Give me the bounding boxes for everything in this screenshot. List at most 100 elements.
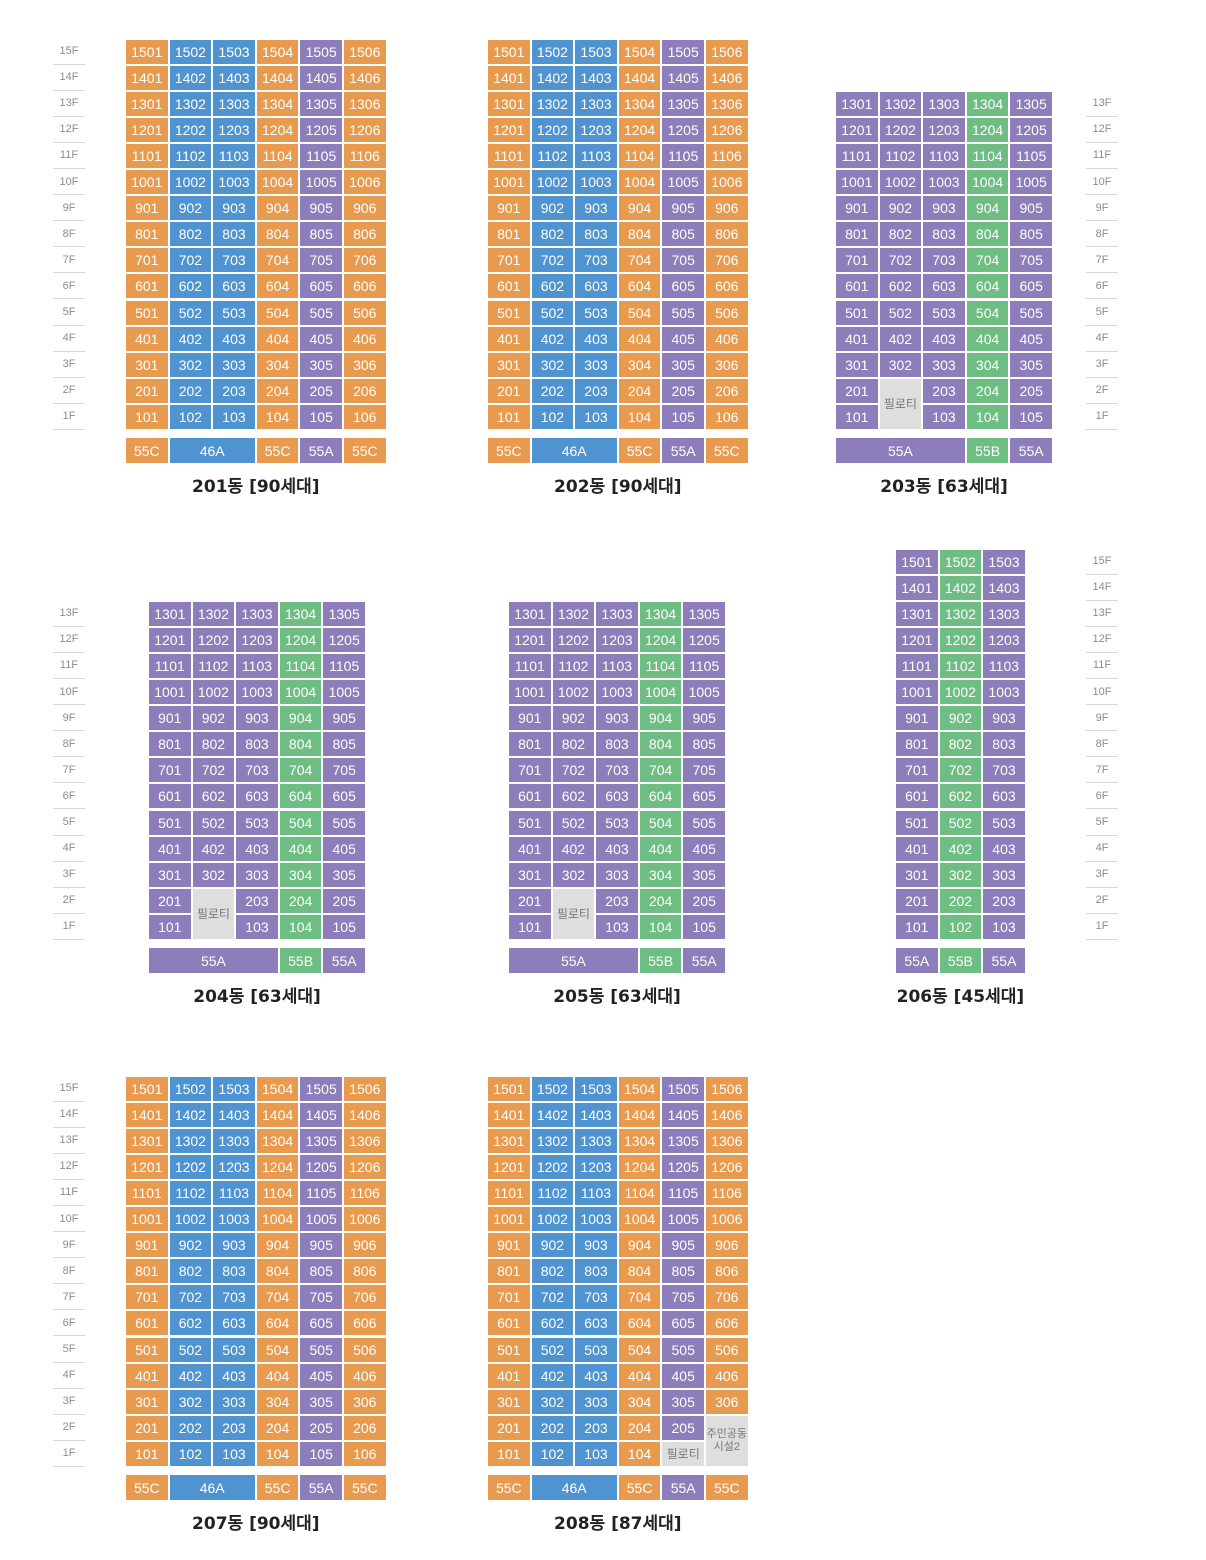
unit-cell: 104 [278, 913, 323, 940]
unit-cell: 1202 [191, 626, 236, 653]
unit-cell: 503 [212, 1336, 256, 1363]
unit-cell: 103 [212, 1440, 256, 1467]
unit-cell: 604 [965, 273, 1010, 300]
floor-label: 12F [1086, 627, 1118, 653]
unit-cell: 1105 [661, 142, 705, 169]
unit-cell: 1105 [299, 142, 343, 169]
unit-cell: 305 [661, 351, 705, 378]
unit-cell: 1105 [1009, 142, 1053, 169]
unit-cell: 1302 [530, 90, 575, 117]
unit-cell: 904 [617, 195, 662, 222]
unit-cell: 1205 [661, 1153, 705, 1180]
floor-label: 13F [53, 1128, 85, 1154]
unit-cell: 1106 [705, 1179, 749, 1206]
unit-cell: 502 [168, 1336, 213, 1363]
unit-cell: 702 [191, 757, 236, 784]
unit-cell: 1204 [255, 116, 300, 143]
floor-label: 2F [1086, 378, 1118, 404]
unit-cell: 1406 [705, 64, 749, 91]
unit-cell: 201 [125, 377, 169, 404]
unit-cell: 1002 [168, 1206, 213, 1233]
unit-type-cell: 55A [322, 947, 366, 974]
unit-cell: 605 [1009, 273, 1053, 300]
unit-cell: 204 [638, 887, 683, 914]
unit-cell: 905 [1009, 195, 1053, 222]
building-title: 201동 [90세대] [192, 477, 320, 497]
unit-cell: 1103 [212, 1179, 256, 1206]
unit-cell: 1406 [343, 64, 387, 91]
unit-cell: 903 [212, 1232, 256, 1259]
unit-cell: 1305 [661, 90, 705, 117]
unit-cell: 1005 [682, 679, 726, 706]
unit-type-cell: 55A [148, 947, 279, 974]
floor-label: 13F [53, 601, 85, 627]
unit-cell: 1305 [299, 1127, 343, 1154]
unit-cell: 1404 [255, 64, 300, 91]
unit-cell: 903 [574, 1232, 618, 1259]
unit-cell: 301 [148, 861, 192, 888]
unit-cell: 1002 [530, 169, 575, 196]
unit-cell: 102 [530, 1440, 575, 1467]
unit-cell: 604 [255, 1310, 300, 1337]
unit-cell: 903 [212, 195, 256, 222]
unit-cell: 1003 [922, 169, 966, 196]
unit-cell: 902 [530, 195, 575, 222]
unit-cell: 1001 [125, 1206, 169, 1233]
unit-cell: 201 [508, 887, 552, 914]
unit-cell: 704 [638, 757, 683, 784]
building-title: 208동 [87세대] [554, 1514, 682, 1534]
unit-cell: 703 [595, 757, 639, 784]
unit-cell: 903 [595, 705, 639, 732]
unit-cell: 1401 [487, 64, 531, 91]
unit-cell: 1302 [168, 90, 213, 117]
floor-label: 1F [1086, 404, 1118, 430]
floor-label: 12F [1086, 117, 1118, 143]
unit-cell: 1204 [255, 1153, 300, 1180]
unit-cell: 603 [982, 783, 1026, 810]
unit-cell: 1102 [551, 652, 596, 679]
unit-cell: 201 [895, 887, 939, 914]
unit-cell: 1301 [835, 90, 879, 117]
unit-cell: 905 [299, 195, 343, 222]
unit-cell: 1005 [661, 1206, 705, 1233]
unit-cell: 602 [938, 783, 983, 810]
unit-cell: 1304 [255, 90, 300, 117]
unit-cell: 801 [835, 221, 879, 248]
unit-cell: 302 [530, 351, 575, 378]
floor-label: 3F [53, 352, 85, 378]
unit-cell: 1501 [487, 38, 531, 65]
unit-cell: 1301 [508, 600, 552, 627]
unit-cell: 1302 [530, 1127, 575, 1154]
unit-cell: 705 [299, 1284, 343, 1311]
unit-cell: 306 [343, 1388, 387, 1415]
unit-cell: 601 [125, 1310, 169, 1337]
unit-cell: 1203 [574, 116, 618, 143]
unit-cell: 1105 [299, 1179, 343, 1206]
floor-label: 8F [1086, 731, 1118, 758]
unit-cell: 502 [530, 1336, 575, 1363]
unit-cell: 104 [255, 403, 300, 430]
unit-cell: 1004 [617, 1206, 662, 1233]
unit-cell: 701 [835, 247, 879, 274]
unit-cell: 1501 [895, 548, 939, 575]
floor-label: 9F [53, 705, 85, 732]
unit-cell: 801 [487, 221, 531, 248]
unit-cell: 901 [895, 705, 939, 732]
unit-cell: 101 [508, 913, 552, 940]
floor-label: 12F [53, 1154, 85, 1180]
unit-type-cell: 55B [965, 437, 1010, 464]
unit-cell: 1002 [530, 1206, 575, 1233]
unit-cell: 205 [299, 377, 343, 404]
unit-cell: 503 [574, 299, 618, 326]
unit-type-cell: 55B [938, 947, 983, 974]
unit-type-cell: 46A [530, 437, 618, 464]
unit-cell: 501 [487, 1336, 531, 1363]
unit-cell: 1206 [343, 116, 387, 143]
floor-label: 15F [53, 39, 85, 65]
building-title: 206동 [45세대] [896, 987, 1025, 1007]
unit-cell: 101 [487, 1440, 531, 1467]
unit-cell: 903 [982, 705, 1026, 732]
unit-cell: 503 [212, 299, 256, 326]
unit-cell: 204 [255, 1414, 300, 1441]
floor-label: 9F [53, 1232, 85, 1259]
